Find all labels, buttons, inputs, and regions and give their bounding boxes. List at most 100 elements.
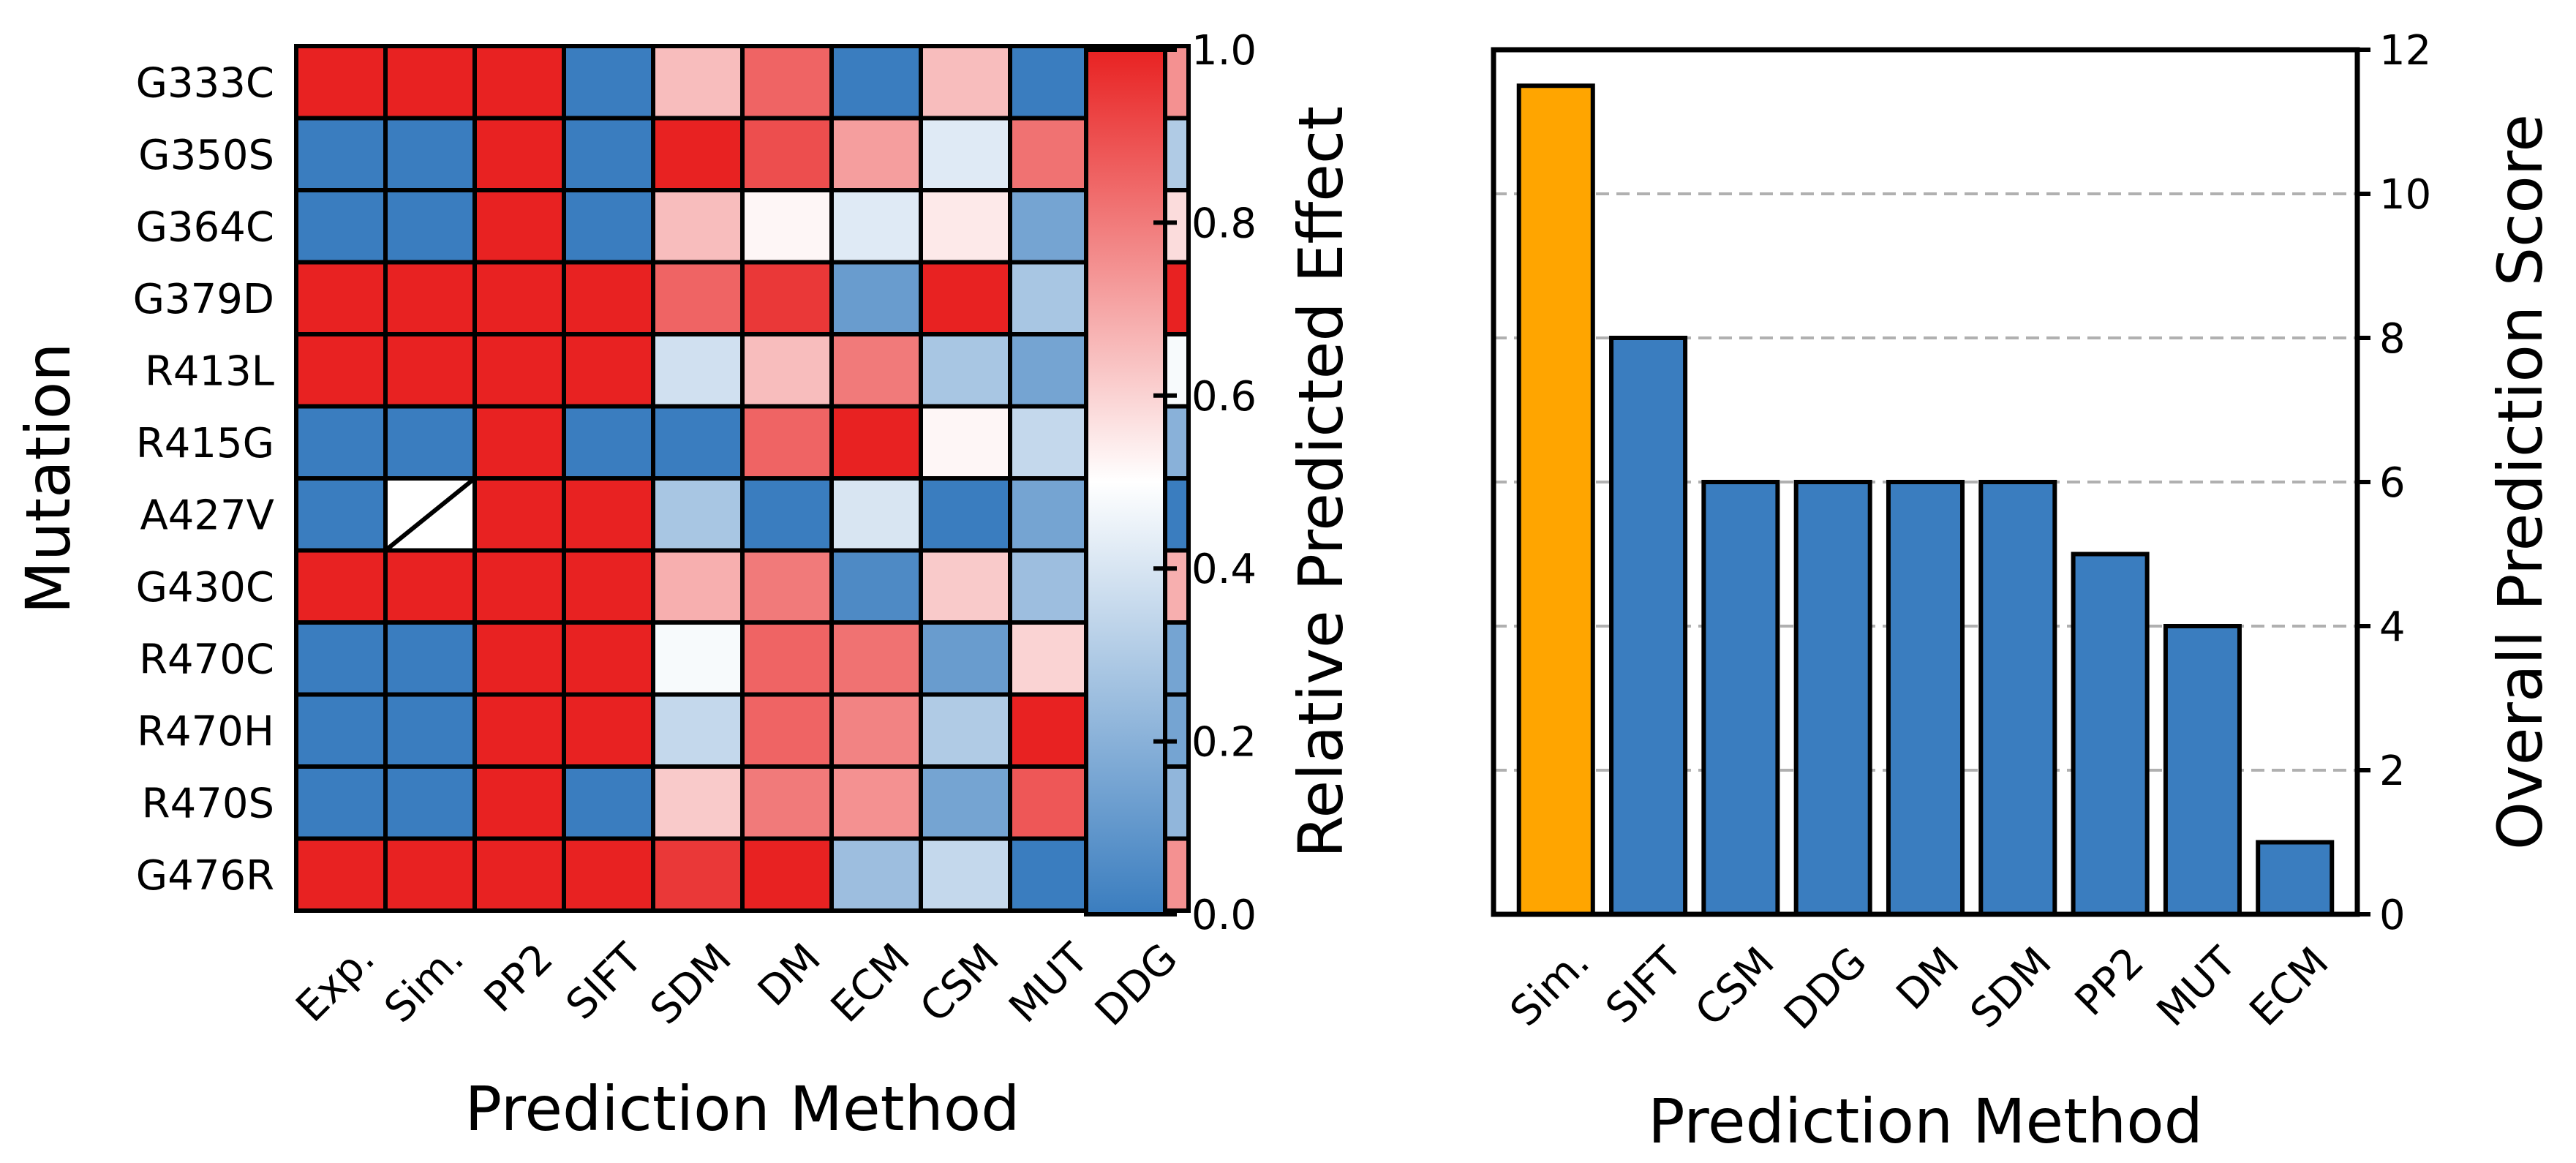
heatmap-row-label: G430C bbox=[136, 564, 274, 611]
heatmap-cell bbox=[829, 332, 923, 409]
heatmap-cell bbox=[651, 404, 745, 481]
heatmap-cell bbox=[919, 620, 1012, 697]
heatmap-cell bbox=[919, 404, 1012, 481]
heatmap-column-label: SIFT bbox=[557, 934, 652, 1029]
colorbar: 0.0 0.2 0.4 0.6 0.8 1.0 Relative Predicted Eff… bbox=[1084, 27, 1357, 939]
bar-category-label: DDG bbox=[1775, 938, 1876, 1039]
bar-category-label: PP2 bbox=[2066, 938, 2153, 1025]
bar-category-label: CSM bbox=[1687, 938, 1784, 1036]
heatmap-cell bbox=[829, 404, 923, 481]
heatmap-cell bbox=[651, 332, 745, 409]
heatmap-cell bbox=[383, 44, 477, 121]
heatmap-cell bbox=[383, 116, 477, 192]
heatmap-column-label: SDM bbox=[641, 935, 741, 1034]
heatmap-cell bbox=[829, 620, 923, 697]
bar-y-tick-label: 10 bbox=[2379, 171, 2431, 219]
heatmap-cell bbox=[472, 476, 566, 553]
heatmap-row-label: R470H bbox=[137, 708, 274, 756]
heatmap-cell bbox=[740, 404, 834, 481]
heatmap-cell bbox=[651, 476, 745, 553]
heatmap-row-label: G350S bbox=[138, 132, 274, 179]
heatmap-cell bbox=[651, 692, 745, 769]
bar bbox=[1886, 480, 1965, 917]
bar-y-tick-label: 6 bbox=[2379, 459, 2406, 507]
heatmap-cell bbox=[562, 836, 655, 913]
heatmap-cell bbox=[294, 692, 388, 769]
heatmap-cell bbox=[919, 476, 1012, 553]
heatmap-cell bbox=[562, 260, 655, 336]
heatmap-cell bbox=[472, 260, 566, 336]
heatmap-cell bbox=[294, 764, 388, 841]
heatmap-cell bbox=[383, 332, 477, 409]
heatmap-cell bbox=[294, 404, 388, 481]
heatmap-cell bbox=[294, 836, 388, 913]
heatmap-cell bbox=[294, 44, 388, 121]
heatmap-cell bbox=[562, 404, 655, 481]
heatmap-row-label: R470C bbox=[139, 636, 274, 683]
heatmap-row-label: R470S bbox=[142, 780, 274, 827]
colorbar-tick-label: 0.4 bbox=[1191, 546, 1257, 593]
bar-y-axis-title: Overall Prediction Score bbox=[2485, 114, 2556, 850]
heatmap-column-label: DDG bbox=[1086, 935, 1187, 1036]
heatmap-cell bbox=[829, 188, 923, 265]
bar-category-label: MUT bbox=[2148, 938, 2246, 1036]
bar-category-label: ECM bbox=[2241, 938, 2338, 1036]
heatmap-cell bbox=[919, 836, 1012, 913]
heatmap-cell bbox=[383, 404, 477, 481]
heatmap-row-label: G379D bbox=[133, 276, 274, 323]
heatmap-cell bbox=[740, 332, 834, 409]
bar bbox=[2256, 840, 2335, 917]
heatmap-cell bbox=[294, 548, 388, 625]
heatmap-cell bbox=[651, 836, 745, 913]
heatmap-cell bbox=[919, 692, 1012, 769]
heatmap-cell bbox=[651, 188, 745, 265]
heatmap-cell bbox=[383, 836, 477, 913]
heatmap-cell bbox=[383, 692, 477, 769]
bar-y-tick-label: 0 bbox=[2379, 892, 2406, 939]
heatmap-cell bbox=[562, 764, 655, 841]
heatmap-cell bbox=[562, 332, 655, 409]
heatmap-cell bbox=[829, 692, 923, 769]
missing-cell-slash bbox=[384, 476, 476, 552]
heatmap-cell bbox=[472, 548, 566, 625]
colorbar-tick-label: 0.2 bbox=[1191, 719, 1257, 767]
heatmap-cell bbox=[829, 116, 923, 192]
heatmap-cell bbox=[294, 116, 388, 192]
heatmap-column-label: Exp. bbox=[287, 935, 384, 1031]
heatmap-cell bbox=[740, 692, 834, 769]
heatmap-cell bbox=[383, 764, 477, 841]
heatmap-row-label: G476R bbox=[136, 852, 274, 900]
bar-category-label: SDM bbox=[1962, 938, 2061, 1038]
heatmap-cell bbox=[472, 44, 566, 121]
heatmap-row-label: G364C bbox=[136, 203, 274, 251]
heatmap-cell bbox=[383, 620, 477, 697]
heatmap-x-axis-title: Prediction Method bbox=[464, 1073, 1020, 1145]
heatmap-cell bbox=[651, 44, 745, 121]
heatmap-cell bbox=[829, 260, 923, 336]
heatmap-cell bbox=[919, 332, 1012, 409]
heatmap-cell bbox=[294, 620, 388, 697]
heatmap-cell bbox=[829, 548, 923, 625]
heatmap-cell bbox=[740, 764, 834, 841]
colorbar-gradient bbox=[1084, 48, 1167, 917]
heatmap-cell bbox=[919, 548, 1012, 625]
heatmap-cell bbox=[919, 44, 1012, 121]
heatmap-row-label: G333C bbox=[136, 59, 274, 107]
heatmap-cell bbox=[472, 620, 566, 697]
heatmap-cell bbox=[472, 764, 566, 841]
bar bbox=[2071, 552, 2150, 917]
heatmap-cell bbox=[383, 188, 477, 265]
heatmap-cell bbox=[829, 44, 923, 121]
heatmap-cell bbox=[740, 620, 834, 697]
heatmap-row-label: R413L bbox=[145, 347, 274, 395]
heatmap-column-label: Sim. bbox=[375, 935, 472, 1032]
colorbar-tick-label: 0.0 bbox=[1191, 892, 1257, 939]
colorbar-tick-label: 1.0 bbox=[1191, 27, 1257, 75]
bar bbox=[1609, 336, 1688, 917]
heatmap-cell bbox=[651, 548, 745, 625]
heatmap-cell bbox=[829, 836, 923, 913]
heatmap-cell bbox=[651, 764, 745, 841]
heatmap-column-label: DM bbox=[749, 935, 830, 1016]
heatmap-cell bbox=[294, 188, 388, 265]
